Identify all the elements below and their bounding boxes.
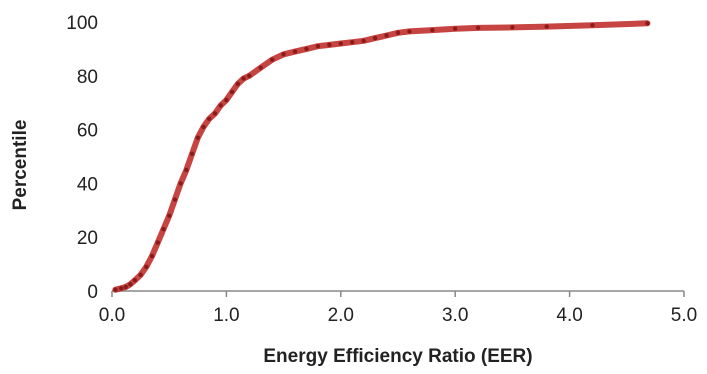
data-point — [475, 25, 481, 31]
data-point — [258, 65, 263, 70]
data-point — [235, 81, 241, 87]
data-point — [138, 272, 143, 278]
data-point — [178, 181, 183, 186]
data-point — [544, 24, 549, 29]
y-tick-label: 0 — [87, 282, 98, 303]
y-tick-label: 20 — [77, 228, 98, 249]
data-point — [510, 25, 515, 30]
data-point — [189, 151, 195, 157]
data-point — [395, 30, 401, 35]
data-point — [161, 226, 166, 232]
y-tick-label: 60 — [77, 121, 98, 142]
data-point — [144, 264, 149, 269]
data-point — [315, 44, 321, 49]
x-axis-ticks: 0.0 1.0 2.0 3.0 4.0 5.0 — [99, 291, 697, 326]
data-point — [384, 33, 389, 38]
data-point — [645, 21, 650, 26]
data-point — [212, 111, 218, 116]
data-point — [350, 39, 355, 45]
data-point — [361, 38, 366, 44]
x-tick-label: 3.0 — [442, 305, 468, 326]
data-point — [247, 73, 252, 79]
data-point — [123, 284, 128, 290]
data-point — [132, 278, 138, 283]
data-point — [372, 35, 378, 41]
data-point — [241, 76, 246, 81]
data-point — [430, 27, 435, 33]
data-point — [453, 26, 458, 31]
data-point — [292, 49, 298, 54]
data-point — [155, 240, 160, 245]
data-points — [113, 21, 650, 292]
data-point — [269, 57, 275, 62]
data-point — [229, 89, 235, 95]
x-axis-title: Energy Efficiency Ratio (EER) — [263, 346, 532, 367]
data-point — [207, 116, 212, 122]
data-point — [128, 282, 133, 287]
data-point — [184, 167, 189, 173]
data-point — [195, 135, 200, 140]
data-point — [281, 52, 286, 57]
x-tick-label: 5.0 — [671, 305, 697, 326]
x-tick-label: 1.0 — [213, 305, 239, 326]
y-tick-label: 80 — [77, 67, 98, 88]
data-point — [304, 46, 309, 52]
x-tick-label: 0.0 — [99, 305, 125, 326]
y-axis-title: Percentile — [10, 120, 31, 211]
data-point — [407, 29, 412, 34]
data-point — [118, 286, 124, 291]
data-point — [590, 23, 595, 28]
data-point — [338, 41, 343, 46]
y-tick-label: 40 — [77, 174, 98, 195]
data-point — [327, 42, 332, 48]
x-tick-label: 4.0 — [556, 305, 582, 326]
x-tick-label: 2.0 — [328, 305, 354, 326]
data-point — [113, 287, 118, 292]
y-axis-ticks: 0 20 40 60 80 100 — [66, 13, 98, 303]
data-point — [201, 124, 206, 130]
data-point — [218, 103, 223, 108]
data-point — [172, 197, 178, 202]
plot-area: 0.0 1.0 2.0 3.0 4.0 5.0 0 20 40 60 80 100 — [66, 13, 697, 326]
cumulative-percentile-line — [112, 20, 651, 293]
data-point — [224, 97, 229, 103]
data-point — [167, 213, 172, 218]
y-tick-label: 100 — [66, 13, 98, 34]
data-point — [149, 253, 155, 259]
